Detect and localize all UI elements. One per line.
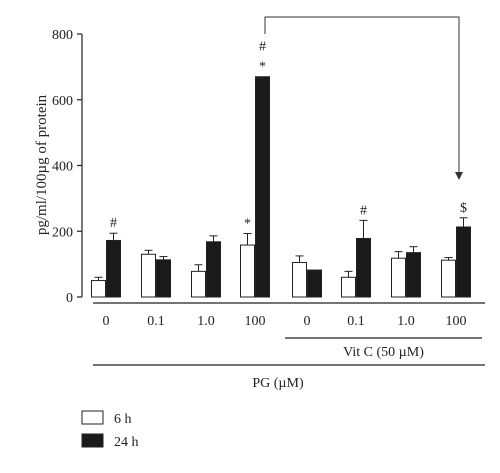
bar-6h: [391, 257, 406, 298]
significance-mark: #: [259, 40, 266, 55]
bar-6h: [240, 244, 255, 298]
significance-mark: *: [259, 60, 266, 75]
pg-group-label: PG (µM): [252, 376, 304, 391]
legend-label: 24 h: [114, 435, 139, 450]
x-tick-label: 1.0: [197, 314, 215, 329]
bracket-arrowhead: [455, 172, 463, 180]
legend-swatch: [81, 410, 104, 425]
y-axis-title: pg/ml/100µg of protein: [34, 94, 50, 235]
significance-mark: #: [110, 216, 117, 231]
significance-mark: $: [460, 201, 467, 216]
significance-mark: *: [244, 217, 251, 232]
bar-24h: [356, 237, 371, 298]
y-tick-label: 400: [52, 160, 73, 175]
y-tick-label: 0: [66, 291, 73, 306]
bar-6h: [441, 259, 456, 298]
y-tick-label: 600: [52, 94, 73, 109]
x-tick-label: 0: [103, 314, 110, 329]
bar-24h: [456, 226, 471, 298]
y-tick-label: 800: [52, 28, 73, 43]
bar-24h: [406, 252, 421, 298]
x-tick-label: 0.1: [147, 314, 165, 329]
bar-6h: [341, 276, 356, 298]
bar-24h: [156, 259, 171, 298]
bar-6h: [91, 280, 106, 298]
x-tick-label: 1.0: [397, 314, 415, 329]
bar-24h: [255, 76, 270, 298]
bar-6h: [292, 261, 307, 298]
significance-mark: #: [360, 203, 367, 218]
comparison-bracket: [264, 16, 460, 175]
bar-6h: [191, 270, 206, 298]
x-tick-label: 0: [304, 314, 311, 329]
vitc-group-label: Vit C (50 µM): [343, 345, 424, 360]
bar-24h: [106, 239, 121, 298]
x-tick-label: 100: [446, 314, 467, 329]
x-tick-label: 0.1: [347, 314, 365, 329]
legend-label: 6 h: [114, 412, 132, 427]
bar-24h: [307, 269, 322, 298]
legend-swatch: [81, 433, 104, 448]
x-tick-label: 100: [245, 314, 266, 329]
bar-6h: [141, 253, 156, 298]
y-tick-label: 200: [52, 225, 73, 240]
bar-24h: [206, 241, 221, 298]
